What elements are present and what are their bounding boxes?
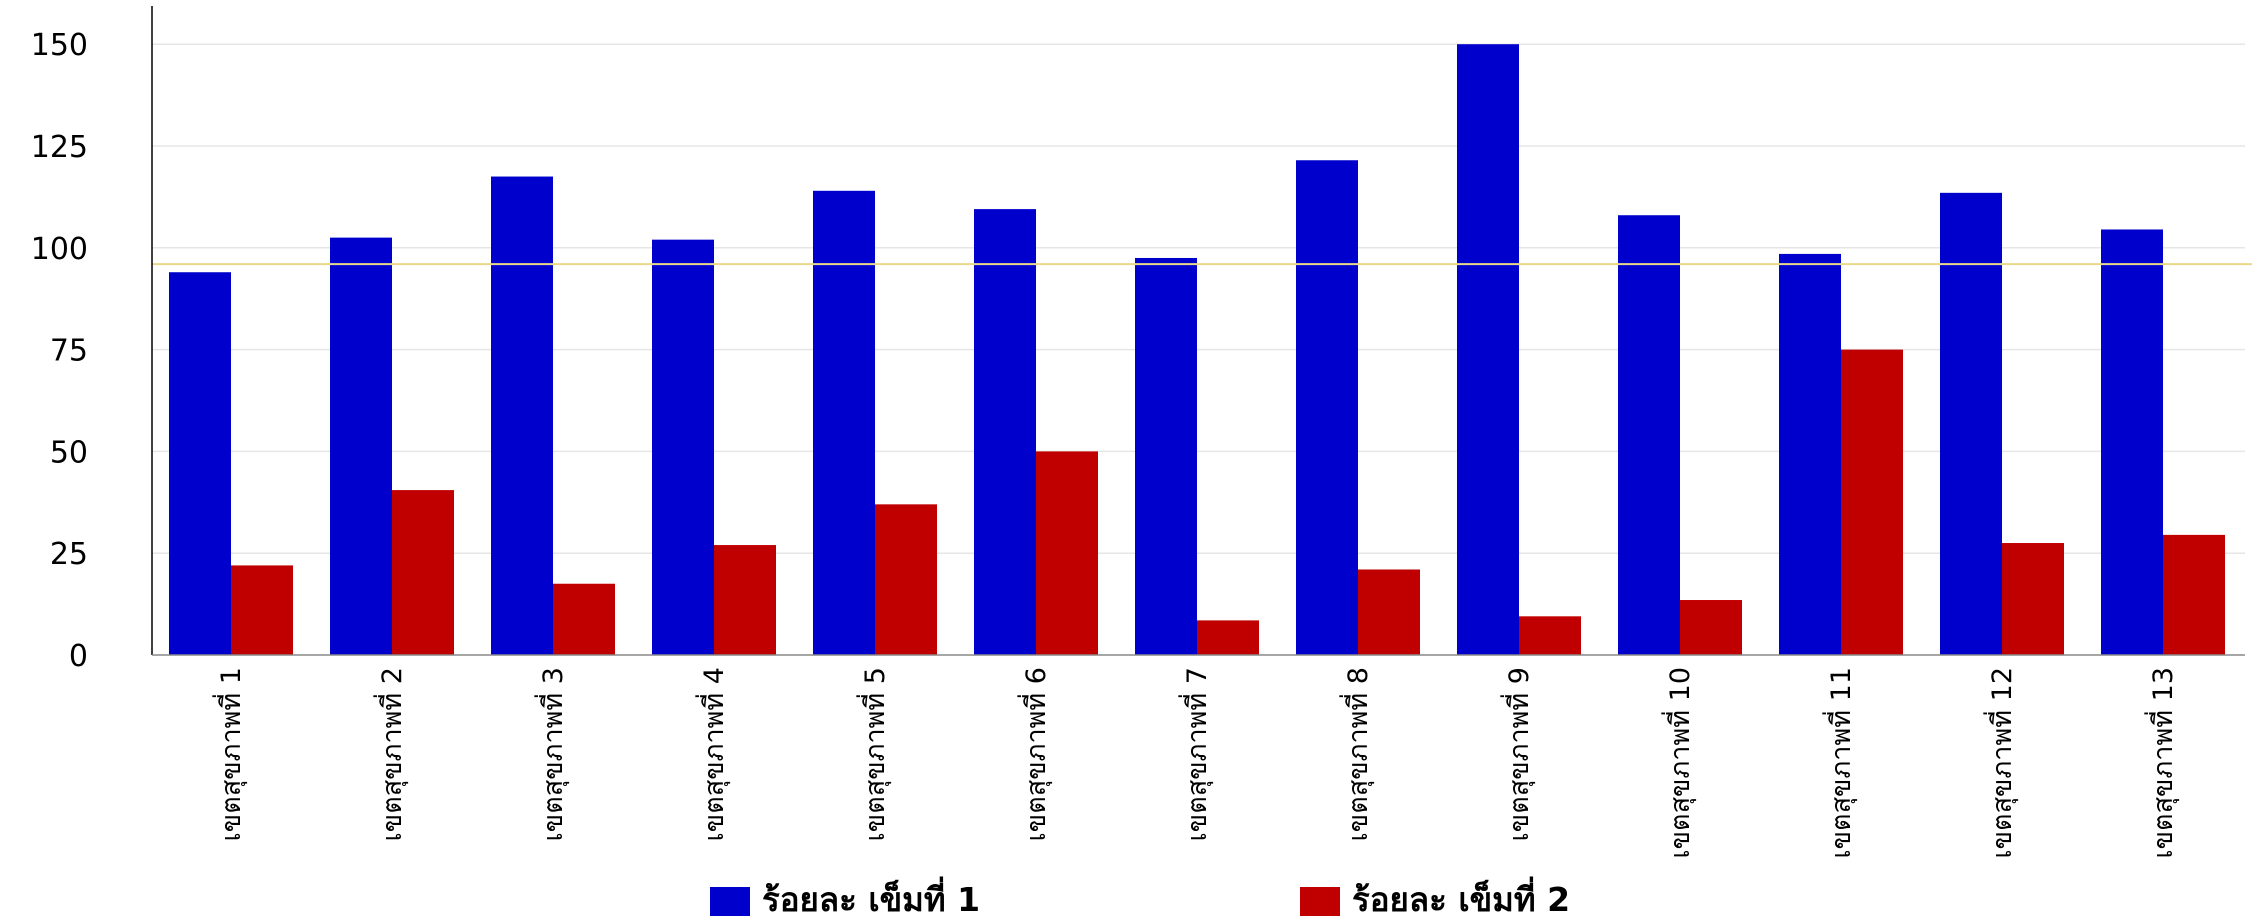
bar-series1-10 <box>1618 215 1680 655</box>
bar-series2-10 <box>1680 600 1742 655</box>
legend-label: ร้อยละ เข็มที่ 2 <box>1352 876 1570 919</box>
x-category-label: เขตสุขภาพที่ 12 <box>1983 667 2019 859</box>
x-category-label: เขตสุขภาพที่ 6 <box>1017 667 1053 841</box>
legend-swatch <box>1300 887 1340 916</box>
bar-series2-12 <box>2002 543 2064 655</box>
x-category-label: เขตสุขภาพที่ 7 <box>1178 667 1214 841</box>
y-tick-label: 125 <box>31 130 88 165</box>
bar-series2-11 <box>1841 349 1903 655</box>
gridlines <box>152 43 2245 554</box>
y-tick-label: 25 <box>50 537 88 572</box>
bar-series1-4 <box>652 239 714 655</box>
bar-series1-11 <box>1779 253 1841 655</box>
x-category-label: เขตสุขภาพที่ 4 <box>695 667 731 841</box>
bar-series2-5 <box>875 504 937 655</box>
bar-series1-2 <box>330 237 392 655</box>
bar-series2-1 <box>231 565 293 655</box>
x-axis-category-labels: เขตสุขภาพที่ 1 เขตสุขภาพที่ 2 เขตสุขภาพที่… <box>212 667 2180 859</box>
bar-series1-6 <box>974 209 1036 655</box>
x-category-label: เขตสุขภาพที่ 10 <box>1661 667 1697 859</box>
bar-series2-3 <box>553 583 615 655</box>
bar-series2-13 <box>2163 534 2225 655</box>
bar-series2-8 <box>1358 569 1420 655</box>
x-category-label: เขตสุขภาพที่ 11 <box>1822 667 1858 859</box>
legend-swatch <box>710 887 750 916</box>
bar-series2-9 <box>1519 616 1581 655</box>
x-category-label: เขตสุขภาพที่ 3 <box>534 667 570 841</box>
bar-series1-8 <box>1296 160 1358 655</box>
bar-series1-1 <box>169 272 231 655</box>
x-category-label: เขตสุขภาพที่ 5 <box>856 667 892 841</box>
x-category-label: เขตสุขภาพที่ 9 <box>1500 667 1536 841</box>
bar-series1-12 <box>1940 192 2002 655</box>
legend-label: ร้อยละ เข็มที่ 1 <box>762 876 980 919</box>
y-tick-label: 50 <box>50 435 88 470</box>
bar-series2-2 <box>392 490 454 655</box>
bar-series1-9 <box>1457 44 1519 655</box>
y-tick-label: 75 <box>50 334 88 369</box>
legend: ร้อยละ เข็มที่ 1 ร้อยละ เข็มที่ 2 <box>710 876 1570 919</box>
bar-series1-3 <box>491 176 553 656</box>
axes <box>151 6 2245 656</box>
x-category-label: เขตสุขภาพที่ 13 <box>2144 667 2180 859</box>
x-category-label: เขตสุขภาพที่ 2 <box>373 667 409 841</box>
y-tick-label: 150 <box>31 28 88 63</box>
y-tick-label: 100 <box>31 232 88 267</box>
bar-series2-7 <box>1197 620 1259 655</box>
bar-series2-4 <box>714 545 776 655</box>
x-category-label: เขตสุขภาพที่ 1 <box>212 667 248 841</box>
bar-series1-7 <box>1135 257 1197 655</box>
bar-series1-13 <box>2101 229 2163 655</box>
y-axis-ticks: 0 25 50 75 100 125 150 <box>31 28 88 674</box>
x-category-label: เขตสุขภาพที่ 8 <box>1339 667 1375 841</box>
bars <box>169 44 2225 656</box>
y-tick-label: 0 <box>69 639 88 674</box>
bar-series2-6 <box>1036 451 1098 655</box>
bar-series1-5 <box>813 190 875 656</box>
